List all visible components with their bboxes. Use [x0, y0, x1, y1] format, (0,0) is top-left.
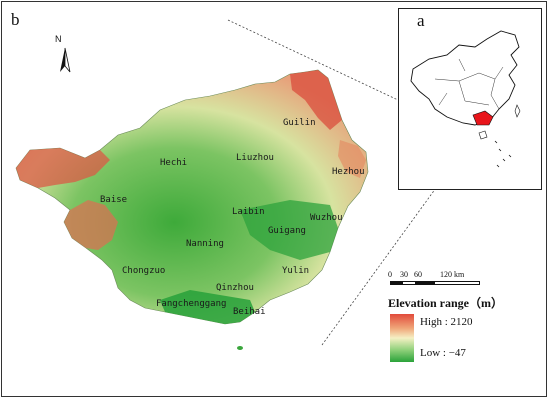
city-label: Hechi: [160, 158, 187, 168]
china-inset-map: a: [398, 8, 542, 190]
city-label: Baise: [100, 195, 127, 205]
city-label: Liuzhou: [236, 153, 274, 163]
north-label: N: [55, 34, 62, 44]
hezhou-hills: [338, 140, 366, 178]
scale-tick-0: 0: [388, 270, 392, 279]
china-mainland: [410, 30, 520, 126]
taiwan-island: [514, 104, 521, 118]
province-borders: [434, 58, 504, 110]
guangxi-highlight: [472, 110, 494, 126]
city-label: Nanning: [186, 239, 224, 249]
northeast-highlands: [290, 70, 342, 130]
city-label: Qinzhou: [216, 283, 254, 293]
scale-tick-120: 120 km: [440, 270, 465, 279]
central-lowland: [240, 200, 338, 260]
north-arrow-icon: [60, 47, 71, 73]
scale-tick-30: 30: [400, 270, 408, 279]
scale-bar: [390, 281, 480, 285]
callout-line-top: [227, 19, 399, 101]
city-label: Fangchenggang: [156, 299, 226, 309]
western-highlands: [16, 148, 110, 188]
china-outline: [410, 30, 521, 168]
city-label: Yulin: [282, 266, 309, 276]
city-label: Beihai: [233, 307, 266, 317]
city-label: Guigang: [268, 226, 306, 236]
panel-label-b: b: [11, 10, 20, 29]
coastal-lowland: [160, 290, 255, 324]
city-label: Wuzhou: [310, 213, 343, 223]
scale-tick-60: 60: [414, 270, 422, 279]
weizhou-island: [237, 346, 243, 350]
elevation-color-ramp: [390, 314, 414, 362]
panel-label-a: a: [417, 11, 425, 30]
city-label: Laibin: [232, 207, 265, 217]
southwest-highlands: [64, 200, 118, 250]
city-label: Chongzuo: [122, 266, 165, 276]
legend-high-label: High : 2120: [420, 316, 473, 328]
hainan-island: [478, 130, 488, 140]
legend-low-label: Low : −47: [420, 347, 466, 359]
city-label: Guilin: [283, 118, 316, 128]
south-china-sea-islands: [494, 140, 512, 168]
city-label: Hezhou: [332, 167, 365, 177]
legend-title: Elevation range（m）: [388, 296, 503, 310]
